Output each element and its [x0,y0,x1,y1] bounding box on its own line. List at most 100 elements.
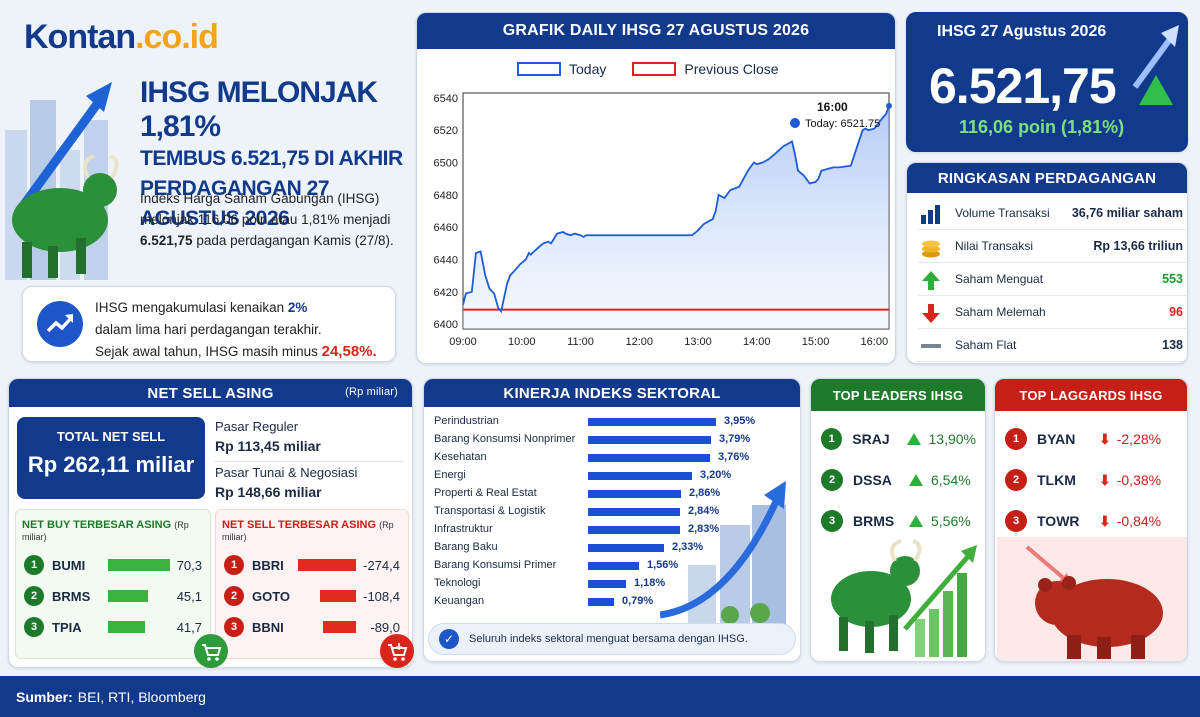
sector-bar [588,436,711,444]
stock-code: BYAN [1037,431,1076,447]
sector-panel: KINERJA INDEKS SEKTORAL Perindustrian 3,… [423,378,801,662]
net-sell-subpanel: NET SELL TERBESAR ASING (Rp miliar) 1 BB… [215,509,409,659]
sector-city-illustration [659,475,800,630]
sector-bar [588,598,614,606]
net-sell-row: 1 BBRI -274,4 [224,554,406,576]
sector-label: Barang Konsumsi Primer [434,559,557,571]
net-buy-row: 3 TPIA 41,7 [24,616,208,638]
summary-label: Saham Menguat [955,272,1044,286]
reguler-value: Rp 113,45 miliar [215,438,321,454]
sector-bar [588,508,680,516]
bar-chart-icon [919,203,943,228]
summary-row: Nilai Transaksi Rp 13,66 triliun [917,230,1187,263]
net-buy-value: 45,1 [176,588,202,604]
x-tick-label: 11:00 [567,336,594,348]
laggard-row: 1 BYAN ⬇ -2,28% [1005,427,1185,451]
trading-summary: RINGKASAN PERDAGANGAN Volume Transaksi 3… [906,162,1188,364]
arrow-down-icon [919,302,943,327]
sector-value: 1,56% [647,559,679,571]
y-tick-label: 6420 [434,287,458,299]
stock-code: TOWR [1037,513,1080,529]
summary-row: Saham Menguat 553 [917,263,1187,296]
pasar-reguler: Pasar Reguler Rp 113,45 miliar [215,419,321,454]
y-tick-label: 6540 [434,93,458,105]
sector-value: 2,84% [688,505,720,517]
hero-illustration [0,60,140,290]
intro-strong-value: 6.521,75 [140,233,193,248]
sector-title: KINERJA INDEKS SEKTORAL [424,379,800,407]
leader-value: 6,54% [931,472,971,488]
x-tick-label: 10:00 [508,336,536,348]
leader-value: 13,90% [928,431,976,447]
headline-line-2: TEMBUS 6.521,75 DI AKHIR [140,147,403,170]
sector-label: Kesehatan [434,451,487,463]
intro-text-1: Indeks Harga Saham Gabungan (IHSG) melon… [140,191,391,227]
rank-badge: 2 [821,469,843,491]
net-buy-row: 2 BRMS 45,1 [24,585,208,607]
note-value-1: 2% [287,300,308,315]
chart-title: GRAFIK DAILY IHSG 27 AGUSTUS 2026 [417,13,895,49]
net-sell-row: 2 GOTO -108,4 [224,585,406,607]
stock-code: TLKM [1037,472,1076,488]
accumulation-note: IHSG mengakumulasi kenaikan 2% dalam lim… [22,286,396,362]
legend-prev-swatch [632,62,677,76]
net-sell-unit: (Rp miliar) [345,386,398,398]
sector-value: 3,76% [718,451,750,463]
leaders-title: TOP LEADERS IHSG [811,379,985,411]
stock-code: BRMS [52,588,91,604]
headline: IHSG MELONJAK 1,81% TEMBUS 6.521,75 DI A… [140,76,410,234]
intro-paragraph: Indeks Harga Saham Gabungan (IHSG) melon… [140,188,400,251]
sector-bar [588,526,680,534]
net-buy-bar [108,559,170,571]
note-text-2: dalam lima hari perdagangan terakhir. [95,322,322,337]
rank-badge: 3 [821,510,843,532]
net-buy-bar [108,621,145,633]
sector-label: Barang Baku [434,541,498,553]
annotation-label: Today: 6521.75 [805,118,880,130]
summary-value: 96 [1169,305,1183,319]
total-net-sell-box: TOTAL NET SELL Rp 262,11 miliar [17,417,205,499]
summary-value: 36,76 miliar saham [1071,206,1183,220]
sector-value: 0,79% [622,595,654,607]
net-sell-row: 3 BBNI -89,0 [224,616,406,638]
x-tick-label: 12:00 [626,336,654,348]
laggard-row: 3 TOWR ⬇ -0,84% [1005,509,1185,533]
today-area [463,105,889,329]
net-buy-title: NET BUY TERBESAR ASING (Rp miliar) [22,519,210,543]
accumulation-text: IHSG mengakumulasi kenaikan 2% dalam lim… [95,297,377,361]
down-arrow-icon: ⬇ [1099,471,1111,488]
net-buy-unit: (Rp miliar) [22,520,189,542]
y-tick-label: 6440 [434,254,458,266]
x-tick-label: 09:00 [449,336,477,348]
sector-bar [588,562,639,570]
summary-label: Saham Melemah [955,305,1046,319]
rank-badge: 3 [24,617,44,637]
summary-row: Volume Transaksi 36,76 miliar saham [917,197,1187,230]
trend-up-icon [37,301,83,347]
net-sell-bar [323,621,356,633]
bear-illustration [997,537,1187,661]
down-arrow-icon: ⬇ [1099,512,1111,529]
net-sell-value: -108,4 [363,588,400,604]
net-sell-bar [320,590,356,602]
net-sell-panel: NET SELL ASING (Rp miliar) TOTAL NET SEL… [8,378,413,668]
source-text: BEI, RTI, Bloomberg [77,688,206,705]
ihsg-line-chart: 6400 6420 6440 6460 6480 6500 6520 6540 09:00 10:… [434,92,892,348]
stock-code: GOTO [252,588,291,604]
sector-label: Keuangan [434,595,485,607]
net-sell-title: NET SELL ASING [147,384,274,402]
sector-footer-text: Seluruh indeks sektoral menguat bersama … [469,633,748,645]
rank-badge: 1 [821,428,843,450]
rank-badge: 3 [1005,510,1027,532]
net-sell-divider [215,461,403,462]
sector-label: Perindustrian [434,415,499,427]
net-sell-title-text: NET SELL TERBESAR ASING [222,519,377,531]
cart-buy-icon [194,634,228,668]
source-footer: Sumber: BEI, RTI, Bloomberg [0,676,1200,717]
stock-code: SRAJ [852,431,890,447]
laggard-value: -0,84% [1116,513,1162,529]
note-text-3: Sejak awal tahun, IHSG masih minus [95,344,318,359]
leader-value: 5,56% [931,513,971,529]
y-tick-label: 6520 [434,125,458,137]
net-sell-sub-unit: (Rp miliar) [222,520,394,542]
